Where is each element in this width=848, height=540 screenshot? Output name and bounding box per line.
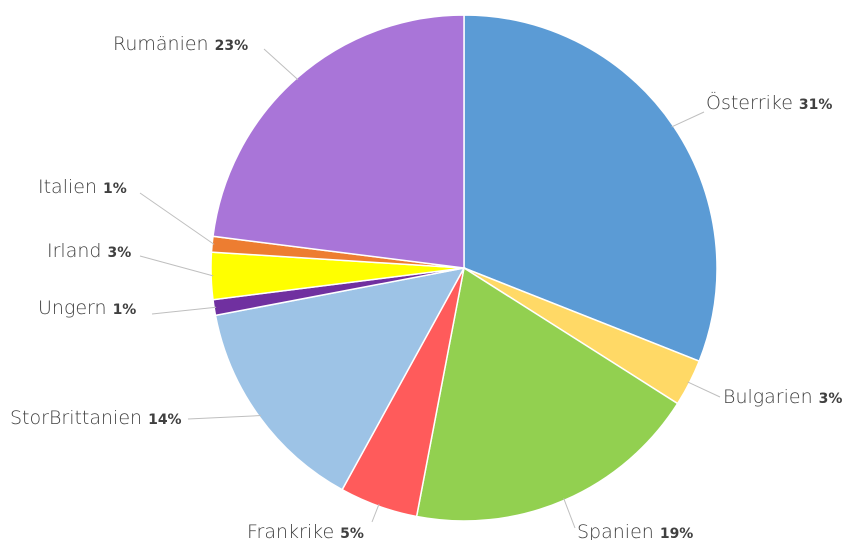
leader-line <box>151 306 217 315</box>
leader-line <box>671 111 705 128</box>
slice-value-label: 23% <box>215 38 249 54</box>
slice-label: Irland 3% <box>47 240 131 262</box>
leader-line <box>139 255 214 277</box>
slice-value-label: 19% <box>660 526 694 540</box>
leader-line <box>371 503 380 523</box>
slice-label: Bulgarien 3% <box>723 386 842 408</box>
slice-name: Rumänien <box>113 33 209 55</box>
pie-slice <box>212 14 465 269</box>
leader-line <box>263 48 299 81</box>
slice-value-label: 31% <box>799 97 833 113</box>
slice-label: Österrike 31% <box>706 91 832 114</box>
slice-value-label: 3% <box>819 391 843 407</box>
slice-name: Frankrike <box>247 521 334 540</box>
slice-name: Ungern <box>38 297 107 319</box>
pie-slice <box>214 266 466 491</box>
slice-label: Spanien 19% <box>577 521 693 540</box>
slice-name: Bulgarien <box>723 386 813 408</box>
leader-line <box>187 415 261 420</box>
slice-value-label: 3% <box>107 245 131 261</box>
slice-name: Österrike <box>706 91 793 114</box>
slice-label: Italien 1% <box>38 176 127 198</box>
slice-label: Ungern 1% <box>38 297 136 319</box>
slice-label: Frankrike 5% <box>247 521 364 540</box>
slice-value-label: 1% <box>113 302 137 318</box>
slice-name: Spanien <box>577 521 654 540</box>
slice-value-label: 5% <box>340 526 364 540</box>
slice-name: StorBrittanien <box>10 407 142 429</box>
slice-value-label: 14% <box>148 412 182 428</box>
slice-name: Italien <box>38 176 97 198</box>
leader-line <box>139 192 215 245</box>
slice-label: Rumänien 23% <box>113 33 248 55</box>
leader-line <box>687 381 721 398</box>
slice-name: Irland <box>47 240 101 262</box>
leader-line <box>563 498 576 529</box>
slice-label: StorBrittanien 14% <box>10 407 182 429</box>
slice-value-label: 1% <box>103 181 127 197</box>
